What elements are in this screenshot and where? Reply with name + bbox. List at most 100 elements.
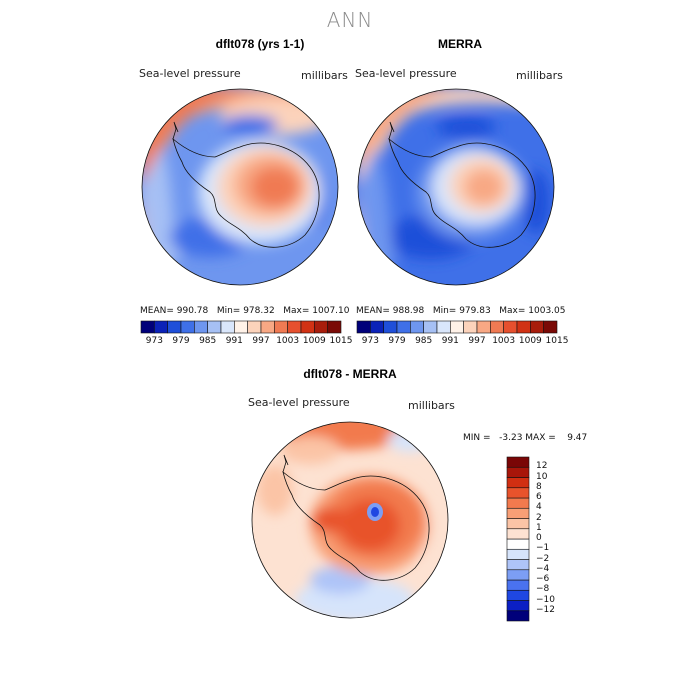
colorbar-diff-swatch [506,487,530,499]
colorbar-obs-swatch [450,320,464,334]
colorbar-obs-swatch [543,320,558,334]
colorbar-obs-swatch [436,320,451,334]
colorbar-model [140,320,342,334]
colorbar-diff-swatch [506,559,530,571]
colorbar-model-swatch [327,320,342,334]
colorbar-obs-swatch [476,320,491,334]
colorbar-model-swatch [140,320,155,334]
colorbar-obs-swatch [490,320,504,334]
colorbar-model-swatch [194,320,208,334]
colorbar-model-tick-label: 1003 [276,336,300,346]
colorbar-diff-tick-label: −8 [536,584,550,595]
colorbar-model-tick-label: 991 [225,336,243,346]
colorbar-obs-swatch [410,320,424,334]
colorbar-model-swatch [207,320,222,334]
colorbar-model-tick-label: 997 [252,336,270,346]
panel-diff-map [251,421,449,619]
colorbar-model-tick-label: 1009 [302,336,326,346]
panel-diff-title: dflt078 - MERRA [303,367,397,381]
colorbar-diff-swatch [506,456,530,468]
colorbar-model-swatch [247,320,262,334]
colorbar-obs-swatch [516,320,531,334]
colorbar-obs-tick-label: 991 [441,336,459,346]
colorbar-diff-swatch [506,528,530,540]
colorbar-diff-tick-label: −2 [536,553,550,564]
colorbar-model-swatches [140,320,342,334]
colorbar-model-swatch [287,320,302,334]
colorbar-diff-swatch [506,538,530,550]
colorbar-model-tick-label: 985 [199,336,217,346]
panel-model-units: millibars [301,69,348,82]
colorbar-obs-swatch [530,320,544,334]
colorbar-diff-swatch [506,466,530,478]
colorbar-diff-tick-label: −4 [536,563,550,574]
page-title: ANN [326,8,374,32]
colorbar-diff-swatch [506,579,530,591]
colorbar-diff-ticks: 12 10 8 6 4 2 1 0 −1 −2 −4 −6 −8 −10 −12 [536,457,576,621]
colorbar-diff-swatch [506,507,530,519]
panel-obs-title: MERRA [438,37,482,51]
colorbar-diff-tick-label: 4 [536,502,542,513]
colorbar-model-swatch [300,320,315,334]
colorbar-model-swatch [314,320,328,334]
panel-obs-stats: MEAN= 988.98 Min= 979.83 Max= 1003.05 [356,306,566,316]
colorbar-obs [356,320,558,334]
colorbar-obs-tick-label: 997 [468,336,486,346]
colorbar-model-tick-label: 1015 [329,336,353,346]
colorbar-model-tick-label: 979 [172,336,190,346]
colorbar-diff-tick-label: 8 [536,481,542,492]
colorbar-obs-tick-label: 985 [415,336,433,346]
panel-obs-map [357,88,555,286]
colorbar-diff-tick-label: −1 [536,543,550,554]
colorbar-obs-swatch [370,320,384,334]
colorbar-model-tick-label: 973 [145,336,163,346]
colorbar-model-swatch [220,320,235,334]
panel-diff-stats: MIN = -3.23 MAX = 9.47 [463,433,588,443]
colorbar-model-swatch [234,320,248,334]
colorbar-model-swatch [274,320,288,334]
panel-obs-units: millibars [516,69,563,82]
colorbar-obs-tick-label: 973 [361,336,379,346]
colorbar-diff-swatches [506,456,530,622]
colorbar-diff-tick-label: −6 [536,574,550,584]
colorbar-diff-swatch [506,477,530,489]
panel-model-stats: MEAN= 990.78 Min= 978.32 Max= 1007.10 [140,306,350,316]
colorbar-obs-swatch [503,320,518,334]
colorbar-diff-swatch [506,610,530,622]
colorbar-diff-tick-label: 12 [536,461,548,472]
colorbar-obs-tick-label: 1015 [545,336,569,346]
colorbar-obs-tick-label: 1003 [492,336,516,346]
colorbar-model-swatch [154,320,168,334]
colorbar-obs-swatch [396,320,411,334]
colorbar-diff-swatch [506,589,530,601]
colorbar-diff-tick-label: 0 [536,533,542,543]
colorbar-diff-tick-label: 6 [536,492,542,502]
colorbar-diff-tick-label: 10 [536,471,548,482]
colorbar-model-swatch [167,320,182,334]
colorbar-model-ticks: 973 979 985 991 997 1003 1009 1015 [141,336,353,348]
colorbar-diff-swatch [506,600,530,612]
colorbar-obs-ticks: 973 979 985 991 997 1003 1009 1015 [357,336,569,348]
colorbar-diff-tick-label: −12 [536,604,555,615]
colorbar-obs-tick-label: 979 [388,336,406,346]
colorbar-obs-swatches [356,320,558,334]
panel-model-variable: Sea-level pressure [139,67,241,80]
colorbar-diff-tick-label: 1 [536,522,542,533]
colorbar-diff-swatch [506,548,530,560]
panel-model-map [141,88,339,286]
colorbar-obs-swatch [463,320,478,334]
panel-diff-units: millibars [408,399,455,412]
colorbar-obs-swatch [423,320,438,334]
colorbar-obs-swatch [383,320,398,334]
colorbar-diff-tick-label: −10 [536,594,555,605]
colorbar-diff [506,456,530,622]
colorbar-obs-swatch [356,320,371,334]
colorbar-obs-tick-label: 1009 [518,336,542,346]
colorbar-diff-tick-label: 2 [536,512,542,523]
colorbar-diff-swatch [506,569,530,581]
colorbar-model-swatch [260,320,275,334]
colorbar-diff-swatch [506,518,530,530]
colorbar-model-swatch [180,320,195,334]
panel-diff-variable: Sea-level pressure [248,396,350,409]
panel-model-title: dflt078 (yrs 1-1) [215,37,305,51]
